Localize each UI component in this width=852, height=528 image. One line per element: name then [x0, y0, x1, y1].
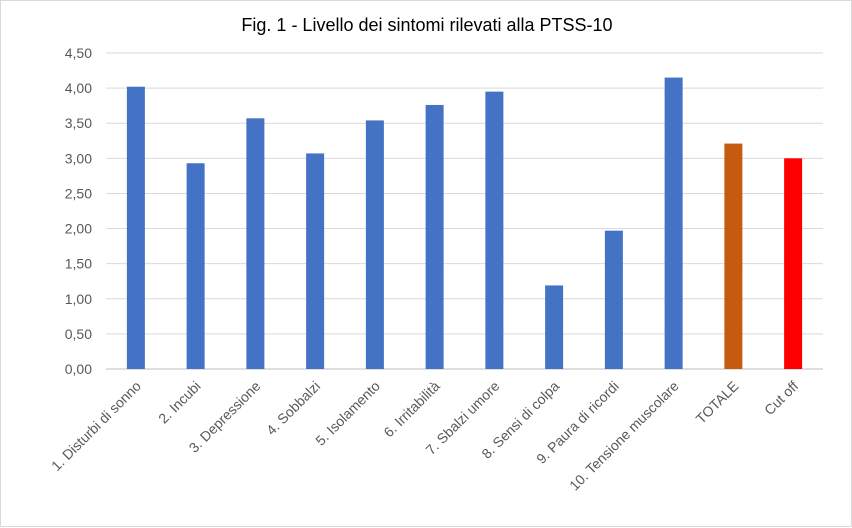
- y-tick-label: 2,50: [65, 185, 92, 201]
- bars: [126, 77, 803, 370]
- x-category-label: TOTALE: [693, 378, 742, 427]
- y-tick-label: 3,00: [65, 150, 92, 166]
- bar: [664, 77, 683, 370]
- bar: [246, 118, 265, 369]
- bar: [724, 143, 743, 369]
- bar: [604, 230, 623, 369]
- x-category-label: Cut off: [761, 378, 801, 418]
- bar: [126, 86, 145, 369]
- bar: [306, 153, 325, 369]
- y-tick-label: 2,00: [65, 221, 92, 237]
- gridlines: [106, 52, 823, 370]
- y-axis-tick-labels: 0,00 0,50 1,00 1,50 2,00 2,50 3,00 3,50 4,00 4,50: [65, 45, 92, 377]
- y-tick-label: 3,50: [65, 115, 92, 131]
- bar: [365, 120, 384, 369]
- y-tick-label: 0,00: [65, 361, 92, 377]
- x-category-label: 6. Irritabilità: [380, 378, 443, 441]
- x-category-label: 5. Isolamento: [312, 378, 383, 449]
- y-tick-label: 1,50: [65, 256, 92, 272]
- y-tick-label: 4,00: [65, 80, 92, 96]
- bar: [186, 163, 205, 369]
- x-category-label: 10. Tensione muscolare: [566, 378, 682, 494]
- bar: [784, 158, 803, 369]
- y-tick-label: 1,00: [65, 291, 92, 307]
- x-category-label: 2. Incubi: [155, 378, 204, 427]
- chart-title: Fig. 1 - Livello dei sintomi rilevati al…: [241, 15, 613, 35]
- x-category-label: 4. Sobbalzi: [263, 378, 323, 438]
- bar: [485, 91, 504, 369]
- bar: [425, 104, 444, 369]
- y-tick-label: 4,50: [65, 45, 92, 61]
- y-tick-label: 0,50: [65, 326, 92, 342]
- bar: [545, 285, 564, 369]
- x-category-label: 1. Disturbi di sonno: [48, 378, 144, 474]
